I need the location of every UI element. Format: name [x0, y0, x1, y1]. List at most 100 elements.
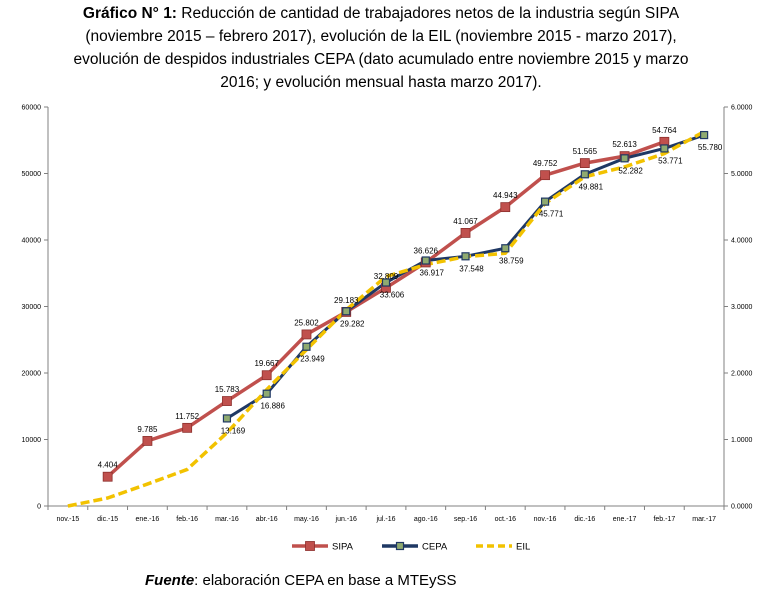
- legend-label-sipa: SIPA: [332, 542, 354, 553]
- x-tick-label: jun.-16: [335, 516, 358, 523]
- y2-tick-label: 2.0000: [731, 371, 753, 378]
- point-cepa: [700, 130, 709, 140]
- point-sipa: [222, 396, 232, 406]
- title-line-1-text: Reducción de cantidad de trabajadores ne…: [176, 5, 680, 22]
- title-line-4: 2016; y evolución mensual hasta marzo 20…: [220, 74, 542, 91]
- x-tick-label: may.-16: [294, 516, 319, 523]
- legend-marker-cepa: [395, 541, 405, 551]
- y2-tick-label: 5.0000: [731, 171, 753, 178]
- x-tick-label: mar.-17: [692, 516, 716, 523]
- x-tick-label: sep.-16: [454, 516, 477, 523]
- x-tick-label: dic.-15: [97, 516, 118, 523]
- title-prefix: Gráfico N° 1:: [82, 5, 177, 22]
- x-tick-label: dic.-16: [574, 516, 595, 523]
- point-sipa: [540, 170, 550, 181]
- data-label-sipa: 54.764: [652, 126, 677, 135]
- point-cepa: [620, 154, 629, 163]
- data-label-sipa: 4.404: [98, 461, 119, 470]
- data-label-sipa: 9.785: [137, 425, 158, 434]
- x-tick-label: feb.-16: [176, 516, 198, 523]
- x-tick-label: ene.-17: [613, 516, 637, 523]
- source-text: : elaboración CEPA en base a MTEySS: [194, 572, 457, 589]
- point-sipa: [301, 329, 312, 340]
- y2-tick-label: 4.0000: [731, 238, 753, 245]
- source-label: Fuente: [145, 572, 195, 589]
- data-label-cepa: 45.771: [539, 210, 564, 219]
- point-cepa: [262, 389, 271, 398]
- point-cepa: [421, 256, 430, 265]
- data-label-cepa: 29.282: [340, 319, 365, 328]
- data-label-cepa: 13.169: [221, 426, 246, 435]
- x-tick-label: ago.-16: [414, 516, 438, 523]
- data-label-cepa: 49.881: [579, 182, 604, 191]
- point-cepa: [540, 197, 550, 206]
- point-sipa: [460, 228, 471, 238]
- point-sipa: [579, 158, 590, 168]
- point-cepa: [222, 414, 232, 423]
- point-cepa: [660, 144, 669, 153]
- point-sipa: [261, 370, 272, 381]
- title-line-3: evolución de despidos industriales CEPA …: [73, 51, 689, 68]
- data-label-sipa: 11.752: [175, 412, 199, 421]
- x-tick-label: nov.-15: [56, 516, 79, 523]
- series-line-cepa: [226, 133, 705, 420]
- x-tick-label: jul.-16: [375, 516, 395, 523]
- source-note: Fuente: elaboración CEPA en base a MTEyS…: [145, 572, 457, 589]
- series-line-eil: [67, 130, 705, 508]
- data-label-cepa: 52.282: [618, 166, 643, 175]
- title-line-1: Gráfico N° 1: Reducción de cantidad de t…: [0, 2, 762, 25]
- x-tick-label: abr.-16: [256, 516, 278, 523]
- data-label-cepa: 53.771: [658, 156, 683, 165]
- data-label-sipa: 25.802: [294, 318, 319, 327]
- y-tick-label: 0: [37, 504, 41, 511]
- x-tick-label: nov.-16: [534, 516, 557, 523]
- data-label-sipa: 49.752: [533, 159, 558, 168]
- data-label-cepa: 55.780: [698, 143, 723, 152]
- data-label-cepa: 16.886: [260, 402, 285, 411]
- point-cepa: [342, 307, 351, 316]
- data-label-cepa: 23.949: [300, 355, 325, 364]
- point-cepa: [501, 244, 510, 253]
- data-label-cepa: 36.917: [420, 269, 445, 278]
- y-tick-label: 30000: [22, 304, 42, 311]
- data-label-sipa: 51.565: [573, 147, 598, 156]
- y2-tick-label: 1.0000: [731, 437, 753, 444]
- data-label-sipa: 29.183: [334, 296, 359, 305]
- chart-title: Gráfico N° 1: Reducción de cantidad de t…: [0, 2, 762, 94]
- data-label-sipa: 44.943: [493, 191, 518, 200]
- point-cepa: [381, 278, 391, 287]
- point-sipa: [102, 471, 113, 482]
- point-cepa: [580, 170, 589, 179]
- y-tick-label: 50000: [22, 171, 42, 178]
- legend-marker-sipa: [305, 541, 315, 551]
- y-tick-label: 20000: [22, 371, 42, 378]
- point-sipa: [182, 422, 193, 433]
- x-tick-label: feb.-17: [653, 516, 675, 523]
- data-label-sipa: 41.067: [453, 217, 478, 226]
- data-label-sipa: 19.667: [254, 359, 279, 368]
- legend-label-eil: EIL: [516, 542, 530, 553]
- legend-label-cepa: CEPA: [422, 542, 448, 553]
- data-label-sipa: 36.626: [414, 246, 439, 255]
- data-label-cepa: 38.759: [499, 256, 524, 265]
- y2-tick-label: 0.0000: [731, 504, 753, 511]
- x-tick-label: mar.-16: [215, 516, 239, 523]
- y2-tick-label: 6.0000: [731, 105, 753, 112]
- x-tick-label: ene.-16: [136, 516, 160, 523]
- y-tick-label: 60000: [22, 105, 42, 112]
- data-label-sipa: 52.613: [612, 140, 637, 149]
- point-sipa: [142, 436, 153, 446]
- point-sipa: [500, 202, 511, 213]
- title-line-2: (noviembre 2015 – febrero 2017), evoluci…: [85, 28, 677, 45]
- y-tick-label: 40000: [22, 238, 42, 245]
- x-tick-label: oct.-16: [495, 516, 517, 523]
- y2-tick-label: 3.0000: [731, 304, 753, 311]
- data-label-sipa: 32.809: [374, 272, 399, 281]
- point-cepa: [461, 252, 470, 261]
- data-label-cepa: 33.606: [380, 291, 405, 300]
- point-cepa: [302, 342, 311, 351]
- y-tick-label: 10000: [22, 437, 42, 444]
- data-label-cepa: 37.548: [459, 264, 484, 273]
- data-label-sipa: 15.783: [215, 385, 240, 394]
